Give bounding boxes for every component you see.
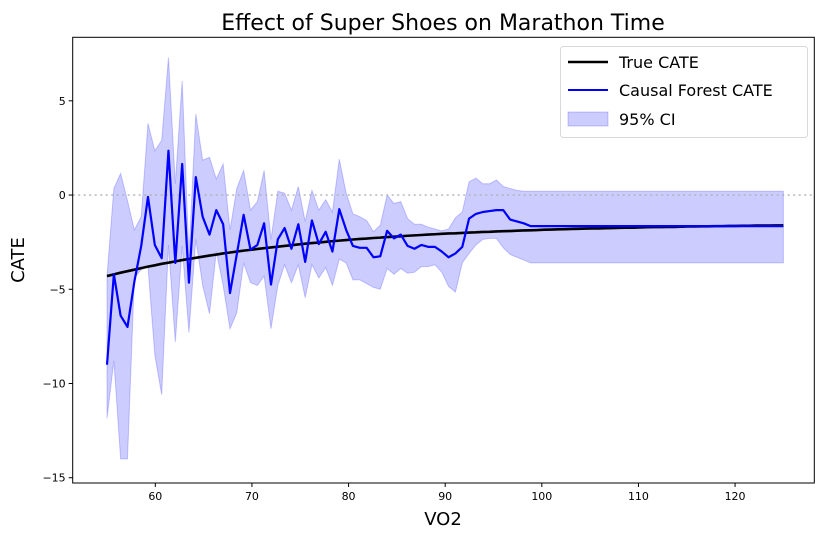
y-tick-label: 5 bbox=[59, 95, 66, 108]
plot-area bbox=[72, 57, 815, 460]
y-tick-label: −5 bbox=[49, 283, 65, 296]
legend: True CATE Causal Forest CATE 95% CI bbox=[560, 46, 808, 138]
x-tick-label: 80 bbox=[342, 490, 356, 503]
x-axis-label: VO2 bbox=[424, 509, 462, 530]
ci-band bbox=[106, 57, 784, 460]
y-axis: 5 0 −5 −10 −15 bbox=[42, 95, 73, 485]
y-tick-label: −10 bbox=[42, 377, 65, 390]
x-tick-label: 100 bbox=[531, 490, 552, 503]
legend-label-causal-forest: Causal Forest CATE bbox=[619, 81, 773, 100]
x-tick-label: 90 bbox=[438, 490, 452, 503]
legend-box bbox=[560, 46, 808, 138]
x-tick-label: 70 bbox=[245, 490, 259, 503]
legend-label-true-cate: True CATE bbox=[618, 53, 699, 72]
x-tick-label: 60 bbox=[148, 490, 162, 503]
plot-frame bbox=[72, 36, 815, 484]
legend-swatch-ci bbox=[567, 111, 609, 127]
x-tick-label: 120 bbox=[725, 490, 746, 503]
y-tick-label: −15 bbox=[42, 472, 65, 485]
y-tick-label: 0 bbox=[59, 189, 66, 202]
causal-forest-cate-line bbox=[105, 149, 784, 365]
x-axis: 60 70 80 90 100 110 120 bbox=[148, 483, 746, 503]
y-axis-label: CATE bbox=[8, 237, 29, 283]
legend-label-ci: 95% CI bbox=[619, 110, 676, 129]
chart-title: Effect of Super Shoes on Marathon Time bbox=[221, 11, 665, 36]
x-tick-label: 110 bbox=[628, 490, 649, 503]
